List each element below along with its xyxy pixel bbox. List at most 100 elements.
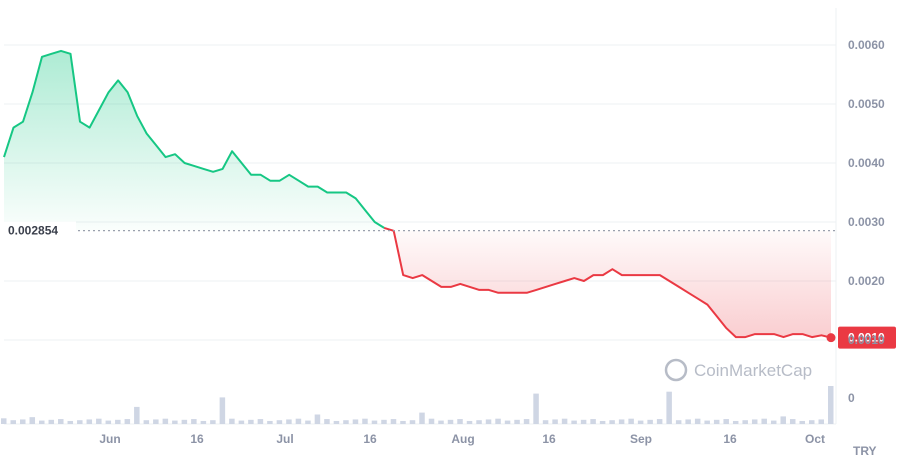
volume-bar — [200, 420, 207, 424]
volume-bar — [713, 419, 720, 424]
volume-bar — [552, 419, 558, 424]
volume-bar — [723, 419, 729, 424]
volume-bar — [295, 418, 302, 424]
volume-bar — [305, 420, 311, 424]
volume-bar — [495, 418, 501, 424]
volume-bar — [742, 420, 748, 424]
volume-bar — [808, 420, 815, 424]
volume-bar — [210, 420, 216, 424]
watermark: CoinMarketCap — [664, 358, 812, 382]
volume-bar — [447, 419, 454, 424]
volume-bar — [352, 419, 359, 424]
volume-bar — [20, 419, 26, 424]
volume-bar — [590, 419, 596, 424]
volume-bar — [77, 420, 83, 424]
volume-bar — [67, 420, 74, 424]
y-tick-label: 0 — [848, 391, 855, 405]
volume-bar — [656, 419, 663, 424]
volume-bar — [219, 397, 226, 424]
volume-bar — [105, 420, 112, 424]
volume-bar — [675, 420, 682, 424]
volume-bar — [409, 420, 416, 424]
volume-bar — [685, 419, 691, 424]
series-line-up — [3, 49, 385, 229]
volume-bar — [770, 420, 777, 424]
volume-bar — [381, 419, 387, 424]
volume-bar — [29, 417, 36, 424]
series-line-down — [383, 226, 832, 339]
volume-bar — [561, 418, 568, 424]
volume-bar — [48, 419, 55, 424]
volume-bar — [751, 419, 758, 424]
volume-bar — [438, 420, 444, 424]
volume-bar — [134, 406, 140, 424]
y-tick-label: 0.0020 — [848, 274, 885, 288]
volume-bar — [637, 420, 644, 424]
volume-bar — [96, 418, 102, 424]
volume-bar — [523, 419, 530, 424]
x-axis-ticks: Jun 16 Jul 16 Aug 16 Sep 16 Oct — [99, 432, 825, 446]
volume-bar — [609, 420, 615, 424]
currency-label: TRY — [853, 444, 877, 458]
volume-bar — [324, 419, 330, 424]
volume-bar — [314, 414, 321, 424]
current-price-dot — [826, 333, 836, 343]
volume-bar — [476, 420, 482, 424]
volume-bar — [504, 420, 511, 424]
volume-bar — [618, 419, 625, 424]
x-tick-label: Aug — [451, 432, 474, 446]
y-tick-label: 0.0060 — [848, 38, 885, 52]
volume-bar — [818, 419, 824, 424]
volume-bar — [371, 420, 378, 424]
x-tick-label: 16 — [542, 432, 556, 446]
volume-bar — [789, 419, 796, 424]
volume-bar — [780, 416, 786, 424]
volume-bar — [124, 419, 131, 424]
volume-bar — [172, 420, 178, 424]
volume-bar — [153, 419, 159, 424]
volume-bar — [599, 420, 606, 424]
volume-bar — [419, 412, 425, 424]
up-area-fill — [4, 50, 385, 231]
price-area — [4, 50, 831, 338]
volume-bar — [457, 419, 463, 424]
reference-label: 0.002854 — [8, 224, 58, 238]
x-tick-label: 16 — [363, 432, 377, 446]
volume-bar — [333, 420, 340, 424]
volume-bar — [248, 419, 254, 424]
volume-bar — [628, 418, 634, 424]
reference-line: 0.002854 0.0010 — [4, 221, 896, 349]
volume-bar — [181, 419, 188, 424]
current-price-label: 0.0010 — [848, 331, 885, 345]
volume-bar — [257, 419, 264, 424]
y-tick-label: 0.0030 — [848, 215, 885, 229]
volume-bar — [647, 419, 653, 424]
volume-bar — [514, 419, 520, 424]
volume-bar — [400, 420, 406, 424]
volume-bar — [86, 419, 93, 424]
down-area-fill — [384, 227, 831, 338]
volume-bar — [238, 420, 245, 424]
x-tick-label: Jul — [276, 432, 293, 446]
volume-bar — [343, 420, 349, 424]
volume-bar — [162, 418, 169, 424]
volume-bar — [362, 418, 368, 424]
x-tick-label: Jun — [99, 432, 120, 446]
volume-bar — [58, 419, 64, 424]
volume-bar — [428, 418, 435, 424]
volume-bar — [39, 420, 45, 424]
volume-bar — [191, 419, 197, 424]
volume-bar — [542, 420, 549, 424]
volume-bar — [276, 420, 283, 424]
volume-bar — [704, 420, 710, 424]
x-tick-label: Oct — [805, 432, 825, 446]
volume-bar — [10, 420, 17, 424]
volume-bar — [666, 391, 672, 424]
x-tick-label: 16 — [723, 432, 737, 446]
price-line — [3, 49, 832, 339]
x-tick-label: 16 — [190, 432, 204, 446]
reference-label-bg — [4, 221, 76, 240]
volume-bar — [571, 420, 577, 424]
